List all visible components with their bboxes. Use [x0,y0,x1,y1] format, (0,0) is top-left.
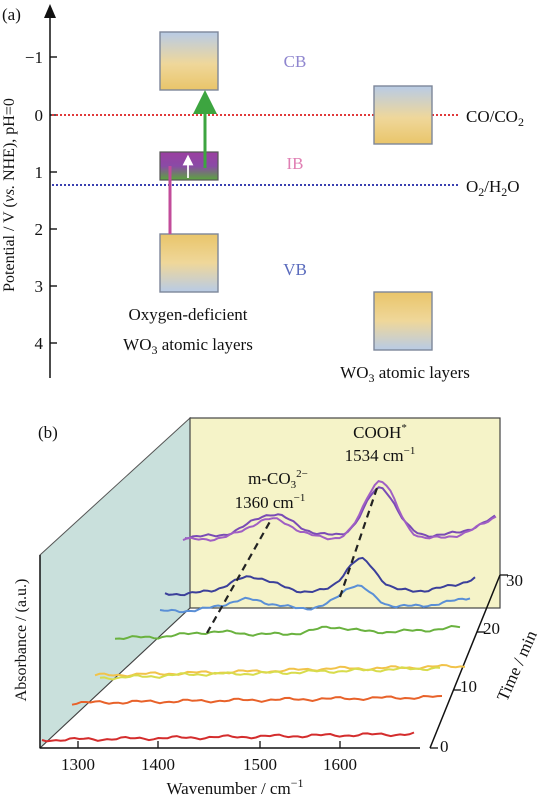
y-tick-label: −1 [25,48,43,67]
panel-b-label: (b) [38,423,58,442]
cooh-peak-guide [338,484,380,598]
spectrum-line-27.5min [184,486,496,540]
cooh-label: COOH* [353,422,407,442]
spectrum-line-5min [71,694,443,706]
left-vb-block [159,233,219,293]
x-tick-label: 1500 [243,755,277,774]
right-vb-block [373,291,433,351]
vb-label: VB [283,260,307,279]
cooh-wavenumber: 1534 cm−1 [345,445,416,465]
x-tick-label: 1300 [61,755,95,774]
time-ticks: 0 10 20 30 [430,571,523,756]
time-tick-label: 0 [440,737,449,756]
time-tick-label: 30 [506,571,523,590]
time-axis [429,574,501,749]
y-tick-label: 2 [35,220,44,239]
spectrum-line-22.5min [159,584,471,614]
y-tick-label: 0 [35,106,44,125]
spectrum-line-10min [94,663,466,678]
y-ticks: −1 0 1 2 3 4 [25,48,57,353]
side-wall [39,416,191,750]
left-caption-line2: WO3 atomic layers [123,335,253,357]
cb-label: CB [284,52,307,71]
panel-a: (a) −1 0 1 2 3 4 Potential / V (vs. NHE)… [1,4,524,385]
y-tick-label: 4 [35,334,44,353]
x-axis-label: Wavenumber / cm−1 [167,776,304,798]
o2-h2o-label: O2/H2O [466,177,520,199]
right-caption: WO3 atomic layers [340,363,470,385]
m-co3-wavenumber: 1360 cm−1 [235,492,306,512]
left-cb-block [159,31,219,91]
absorbance-label: Absorbance / (a.u.) [13,579,30,702]
spectrum-line-0min [41,731,415,743]
panel-b: (b) 1300 1400 1500 1600 Wavenumber / cm−… [13,416,540,798]
spectrum-line-20min [114,624,461,641]
m-co3-peak-guide [206,517,273,634]
y-axis-label: Potential / V (vs. NHE), pH=0 [1,98,18,292]
spectrum-line-25min [164,556,476,597]
right-cb-block [373,85,433,145]
x-tick-label: 1400 [141,755,175,774]
x-ticks: 1300 1400 1500 1600 [61,741,357,774]
back-wall [189,417,501,609]
y-tick-label: 1 [35,163,44,182]
spectrum-line-15min [99,666,441,681]
left-caption-line1: Oxygen-deficient [129,305,248,324]
ib-label: IB [287,154,304,173]
y-tick-label: 3 [35,277,44,296]
spectrum-line-30min [182,479,497,542]
m-co3-label: m-CO32− [248,468,308,491]
y-axis-arrow [44,4,56,18]
time-tick-label: 10 [460,677,477,696]
time-tick-label: 20 [483,619,500,638]
panel-a-label: (a) [2,5,21,24]
spectra [41,479,497,743]
x-tick-label: 1600 [323,755,357,774]
co-co2-label: CO/CO2 [466,107,524,129]
time-axis-label: Time / min [493,627,540,704]
